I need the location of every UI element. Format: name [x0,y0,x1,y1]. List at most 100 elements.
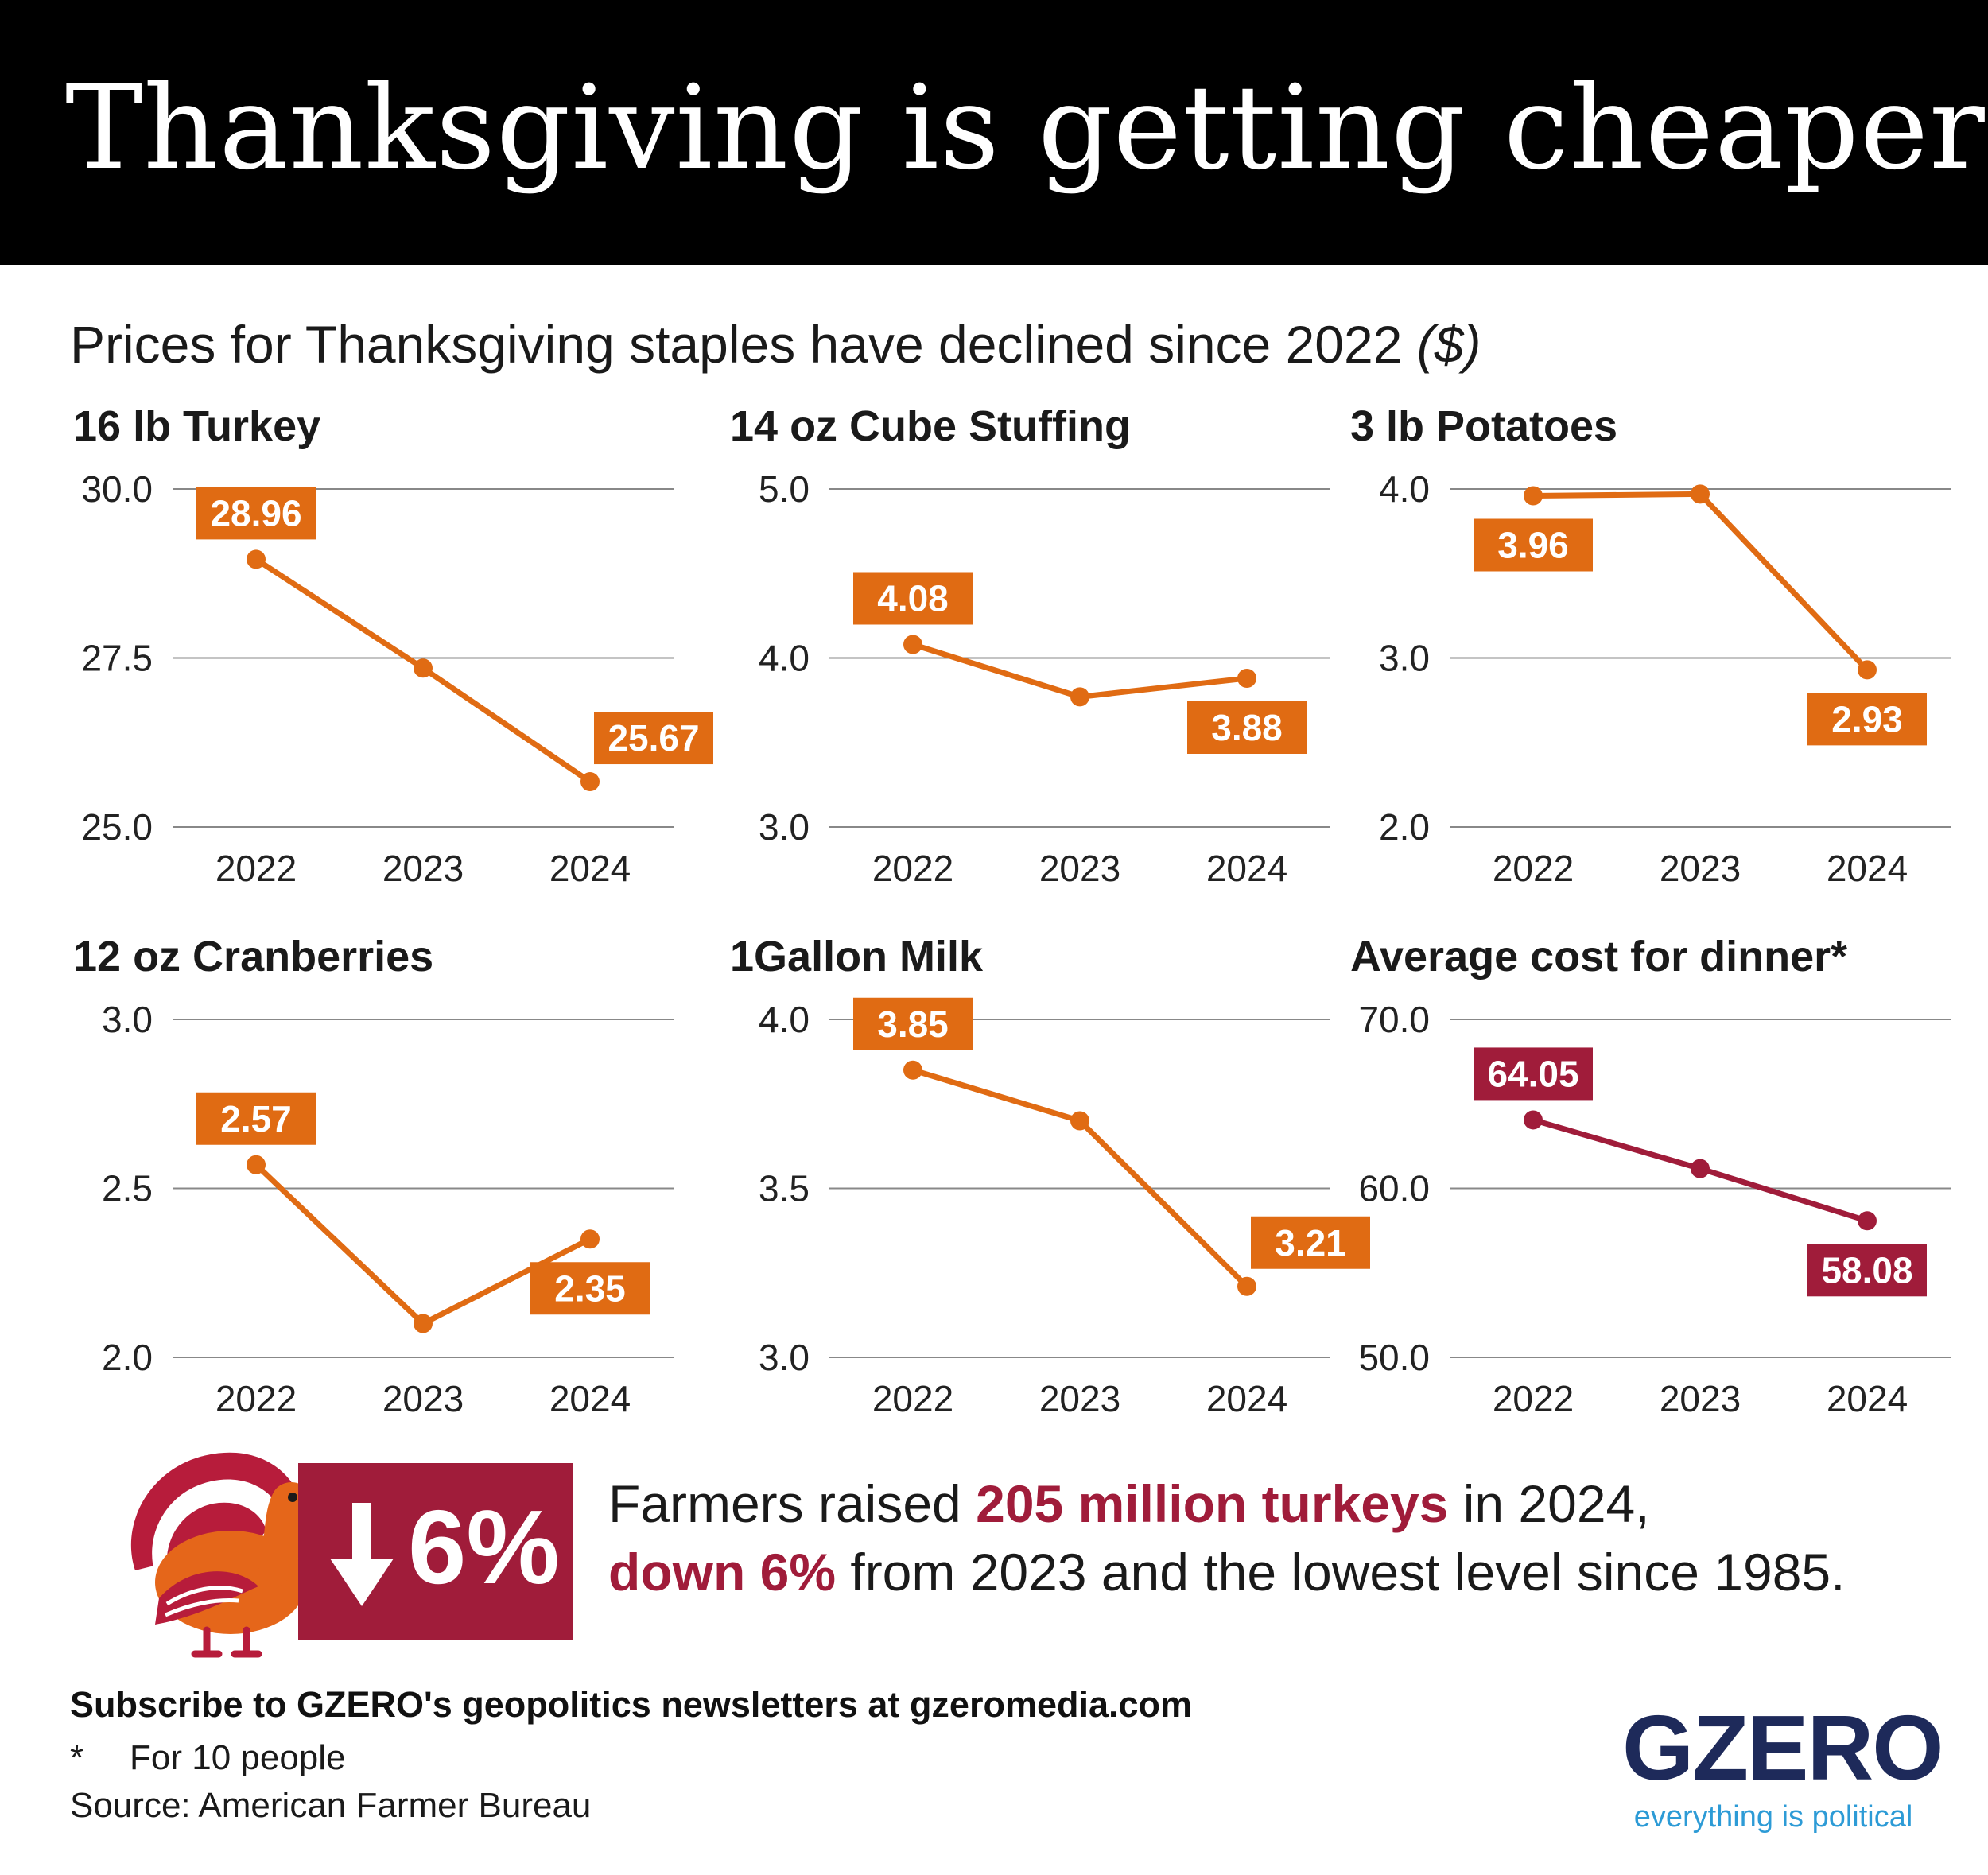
data-label-box [1187,701,1307,754]
x-tick-label: 2023 [1039,848,1120,889]
data-point [903,1060,922,1080]
data-label-text: 2.93 [1831,698,1903,740]
line-chart-cranberries: 3.0 2.5 2.0 2022 2023 2024 2.57 2.35 [102,999,674,1419]
y-tick-label: 70.0 [1358,999,1430,1040]
logo-tagline: everything is political [1633,1800,1913,1834]
data-label-text: 64.05 [1487,1053,1578,1094]
x-tick-label: 2023 [1039,1378,1120,1419]
data-label-box [853,572,973,625]
data-point [414,1314,433,1333]
line-chart-turkey: 30.0 27.5 25.0 2022 2023 2024 28.96 25.67 [81,468,713,889]
data-point [414,658,433,678]
line-chart-dinner: 70.0 60.0 50.0 2022 2023 2024 64.05 58.08 [1358,999,1951,1419]
callout-text: Farmers raised [608,1474,977,1533]
y-tick-label: 60.0 [1358,1168,1430,1209]
y-tick-label: 3.5 [759,1168,810,1209]
data-label-box [1251,1216,1370,1269]
gzero-logo: GZERO everything is political [1622,1696,1943,1834]
x-tick-label: 2024 [549,848,631,889]
data-label-text: 2.35 [554,1267,626,1309]
data-point [247,1155,266,1174]
turkey-icon [130,1452,328,1658]
panel-title: 3 lb Potatoes [1350,402,1618,450]
y-tick-label: 5.0 [759,468,810,510]
panel-title: 1Gallon Milk [730,933,984,980]
decline-badge: 6% [298,1463,573,1640]
data-label: 4.08 [853,572,973,625]
data-point [1070,1111,1089,1131]
x-tick-label: 2023 [1660,1378,1741,1419]
y-tick-label: 25.0 [81,806,153,848]
chart-panel-stuffing: 14 oz Cube Stuffing 5.0 4.0 3.0 2022 2023 202… [730,402,1366,895]
y-tick-label: 3.0 [759,1337,810,1378]
x-tick-label: 2022 [1493,1378,1574,1419]
source-note: Source: American Farmer Bureau [70,1786,592,1825]
panel-title: 16 lb Turkey [73,402,321,450]
data-point [903,635,922,654]
down-arrow-icon [330,1503,394,1606]
badge-value: 6% [408,1489,560,1605]
callout-highlight: down 6% [608,1543,837,1601]
data-label-text: 3.85 [877,1003,949,1045]
data-label-box [196,487,316,540]
line-chart-stuffing: 5.0 4.0 3.0 2022 2023 2024 4.08 3.88 [759,468,1330,889]
x-tick-label: 2023 [382,1378,464,1419]
y-tick-label: 3.0 [102,999,153,1040]
logo-wordmark: GZERO [1622,1696,1943,1799]
subtitle-unit: ($) [1416,315,1481,374]
data-point [1858,660,1877,680]
y-tick-label: 50.0 [1358,1337,1430,1378]
data-label-box [1474,1047,1593,1101]
data-label: 28.96 [196,487,316,540]
data-label: 58.08 [1807,1244,1927,1297]
subscribe-line: Subscribe to GZERO's geopolitics newslet… [70,1684,1193,1725]
x-tick-label: 2024 [1206,1378,1287,1419]
data-point [1524,1110,1543,1130]
series-line [911,1067,1249,1289]
footnote: * For 10 people [70,1738,346,1778]
footnote-text: For 10 people [130,1738,346,1777]
data-point [580,1229,600,1249]
chart-subtitle: Prices for Thanksgiving staples have dec… [70,314,1481,375]
y-tick-label: 27.5 [81,638,153,679]
footnote-mark: * [70,1738,84,1777]
line-chart-potatoes: 4.0 3.0 2.0 2022 2023 2024 3.96 2.93 [1379,468,1951,889]
data-label-text: 28.96 [210,492,301,534]
x-tick-label: 2022 [872,848,953,889]
data-point [580,772,600,792]
data-label: 2.93 [1807,693,1927,746]
callout-highlight: 205 million turkeys [976,1474,1449,1533]
data-point [1070,687,1089,707]
x-tick-label: 2022 [215,848,297,889]
data-point [1237,1276,1256,1296]
x-tick-label: 2024 [1206,848,1287,889]
panel-title: Average cost for dinner* [1350,933,1848,980]
panel-title: 14 oz Cube Stuffing [730,402,1131,450]
callout-text: from 2023 and the lowest level since 198… [836,1543,1846,1601]
x-tick-label: 2022 [1493,848,1574,889]
subtitle-text: Prices for Thanksgiving staples have dec… [70,315,1403,374]
x-tick-label: 2022 [872,1378,953,1419]
data-label-box [1807,1244,1927,1297]
data-label-box [1807,693,1927,746]
data-point [1691,1159,1710,1178]
chart-panel-dinner: Average cost for dinner* 70.0 60.0 50.0 202… [1350,932,1986,1425]
data-label-box [853,997,973,1050]
x-tick-label: 2024 [1827,1378,1908,1419]
data-label: 25.67 [594,712,713,765]
y-tick-label: 30.0 [81,468,153,510]
callout-text: in 2024, [1448,1474,1650,1533]
panel-title: 12 oz Cranberries [73,933,434,980]
data-label-text: 58.08 [1821,1249,1912,1291]
x-tick-label: 2023 [1660,848,1741,889]
data-label-text: 3.88 [1211,707,1283,748]
data-label: 2.57 [196,1092,316,1145]
data-label: 3.88 [1187,701,1307,754]
data-label: 3.85 [853,997,973,1050]
x-tick-label: 2024 [549,1378,631,1419]
data-label-box [530,1262,650,1315]
data-label-text: 25.67 [608,717,699,759]
data-label-text: 3.96 [1497,525,1569,566]
data-point [1691,484,1710,504]
data-point [247,549,266,569]
